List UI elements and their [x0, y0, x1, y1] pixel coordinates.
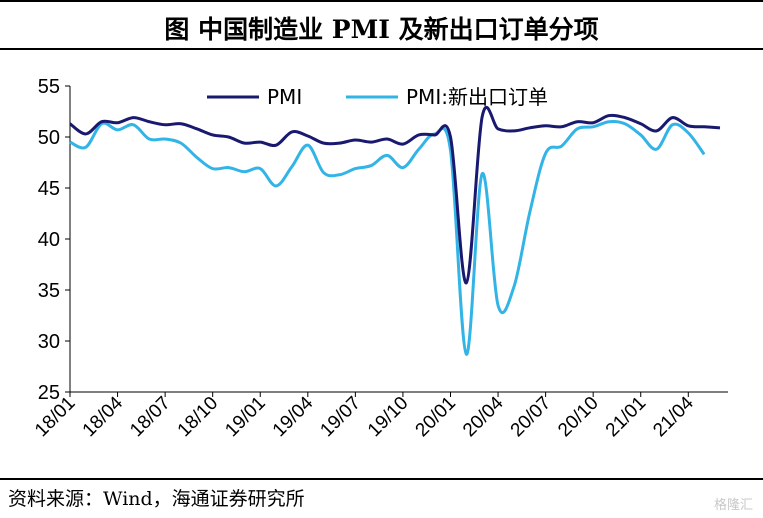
source-note: 资料来源：Wind，海通证券研究所 — [8, 488, 305, 510]
pmi-line — [69, 106, 721, 285]
x-tick-label: 19/04 — [269, 392, 318, 441]
x-tick-label: 18/10 — [174, 393, 222, 441]
y-tick-label: 55 — [38, 76, 60, 98]
x-tick-label: 19/07 — [316, 393, 364, 441]
legend: PMI PMI:新出口订单 — [207, 85, 548, 109]
x-tick-labels: 18/01 18/04 18/07 18/10 19/01 19/04 19/07 19/10… — [31, 392, 698, 441]
title-band — [0, 0, 763, 50]
source-band — [0, 478, 763, 518]
export-orders-line — [69, 119, 706, 356]
x-tick-label: 19/10 — [364, 393, 412, 441]
x-tick-label: 20/04 — [459, 392, 508, 441]
series-lines — [69, 106, 721, 356]
pmi-chart: 25 30 35 40 45 50 55 18/01 18/04 18/07 18/10 19/01… — [31, 76, 728, 441]
y-tick-labels: 25 30 35 40 45 50 55 — [38, 76, 70, 404]
legend-export-orders-label: PMI:新出口订单 — [406, 85, 548, 109]
x-tick-label: 18/04 — [79, 392, 128, 441]
x-tick-label: 21/01 — [602, 393, 650, 441]
y-tick-label: 30 — [38, 331, 60, 353]
chart-title: 图 中国制造业 PMI 及新出口订单分项 — [164, 15, 599, 44]
watermark: 格隆汇 — [713, 498, 753, 513]
x-tick-label: 20/07 — [507, 393, 555, 441]
y-tick-label: 25 — [38, 382, 60, 404]
legend-pmi-label: PMI — [267, 85, 302, 109]
x-tick-label: 18/07 — [126, 393, 174, 441]
y-tick-label: 40 — [38, 229, 60, 251]
x-tick-label: 19/01 — [221, 393, 269, 441]
x-tick-label: 20/10 — [554, 393, 602, 441]
x-tick-label: 21/04 — [649, 392, 698, 441]
y-tick-label: 45 — [38, 178, 60, 200]
y-tick-label: 35 — [38, 280, 60, 302]
axes — [69, 86, 728, 393]
y-tick-label: 50 — [38, 127, 60, 149]
x-tick-label: 20/01 — [412, 393, 460, 441]
